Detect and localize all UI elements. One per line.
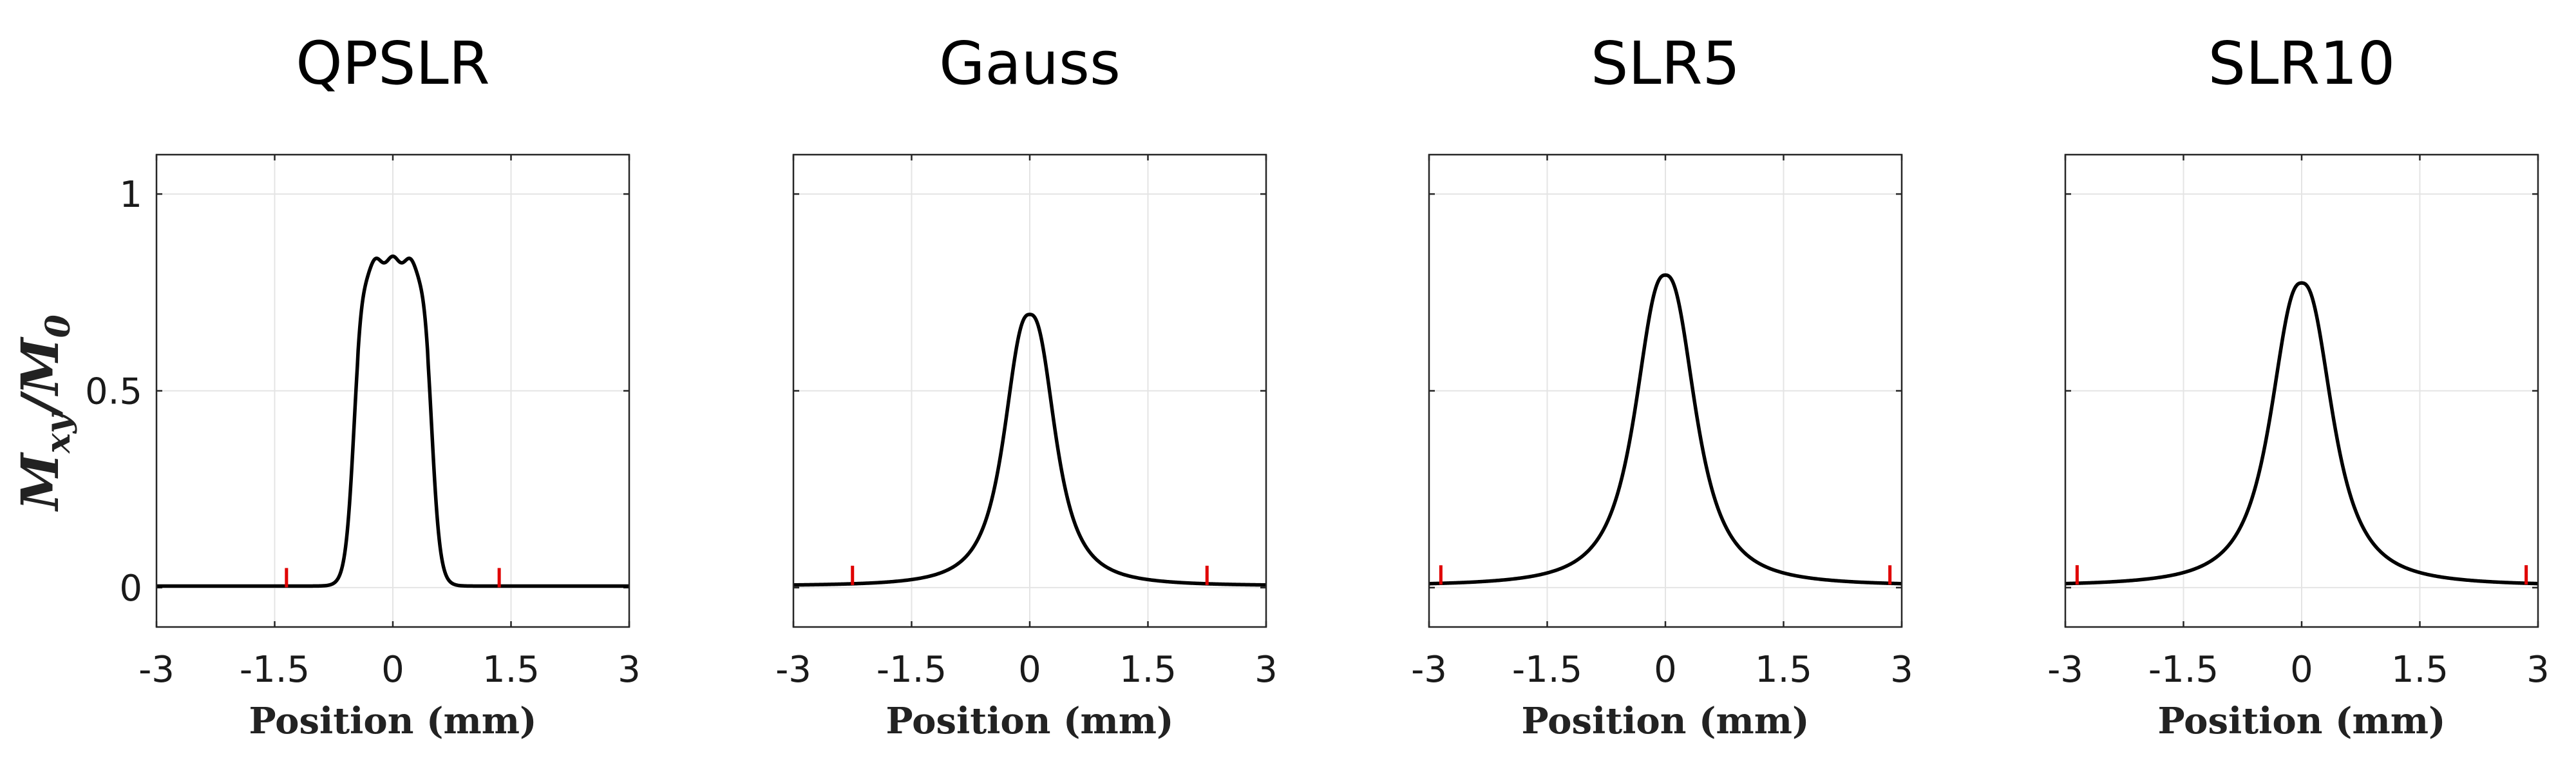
profile-curve — [2064, 281, 2539, 586]
svg-text:Mxy/M0: Mxy/M0 — [10, 314, 78, 512]
y-tick-label: 0.5 — [85, 371, 142, 413]
x-tick-label: 1.5 — [1755, 649, 1812, 691]
x-tick-label: -3 — [2047, 649, 2083, 691]
x-axis-label: Position (mm) — [1522, 700, 1810, 742]
ylabel-base: M — [10, 452, 70, 512]
x-tick-label: 3 — [1890, 649, 1913, 691]
x-tick-label: -3 — [138, 649, 175, 691]
profile-curve — [792, 313, 1267, 587]
x-tick-label: 0 — [2290, 649, 2313, 691]
x-tick-label: 1.5 — [482, 649, 540, 691]
profile-curve — [1428, 273, 1903, 586]
x-tick-label: -1.5 — [1512, 649, 1582, 691]
chart-panel-3: SLR5 -3 -1.5 0 1.5 3 Position (mm) — [1411, 29, 1913, 742]
chart-title: Gauss — [939, 29, 1121, 98]
chart-panel-4: SLR10 -3 -1.5 0 1.5 3 Position (mm) — [2047, 29, 2550, 742]
x-tick-label: 0 — [1654, 649, 1677, 691]
chart-title: QPSLR — [296, 29, 489, 98]
x-tick-label: 3 — [2526, 649, 2550, 691]
x-tick-label: -3 — [775, 649, 811, 691]
axes-box — [1428, 153, 1903, 628]
x-tick-label: 0 — [1018, 649, 1041, 691]
x-axis-label: Position (mm) — [249, 700, 537, 742]
chart-panel-1: QPSLR -3 -1.5 0 1.5 3 0 0.5 1 Position (mm) — [85, 29, 641, 742]
x-tick-label: 1.5 — [1119, 649, 1177, 691]
ylabel-base2: M — [10, 336, 70, 397]
chart-title: SLR10 — [2208, 29, 2396, 98]
axes-box — [792, 153, 1267, 628]
ylabel-slash: / — [10, 391, 70, 418]
profile-curve — [155, 254, 630, 588]
x-tick-label: 1.5 — [2391, 649, 2448, 691]
axes-box — [2064, 153, 2539, 628]
chart-title: SLR5 — [1591, 29, 1740, 98]
y-axis-label: Mxy/M0 — [10, 314, 78, 512]
x-axis-label: Position (mm) — [2158, 700, 2446, 742]
ylabel-subscript2: 0 — [39, 314, 78, 338]
x-tick-label: -1.5 — [2148, 649, 2219, 691]
x-tick-label: 0 — [381, 649, 404, 691]
x-tick-label: -1.5 — [876, 649, 947, 691]
chart-panel-2: Gauss -3 -1.5 0 1.5 3 Position (mm) — [775, 29, 1278, 742]
ylabel-subscript: xy — [39, 411, 78, 454]
x-tick-label: -3 — [1411, 649, 1447, 691]
y-tick-label: 0 — [119, 568, 142, 610]
x-axis-label: Position (mm) — [886, 700, 1174, 742]
x-tick-label: -1.5 — [240, 649, 310, 691]
x-tick-label: 3 — [618, 649, 641, 691]
y-tick-label: 1 — [119, 174, 142, 216]
axes-box — [155, 153, 630, 628]
x-tick-label: 3 — [1255, 649, 1278, 691]
